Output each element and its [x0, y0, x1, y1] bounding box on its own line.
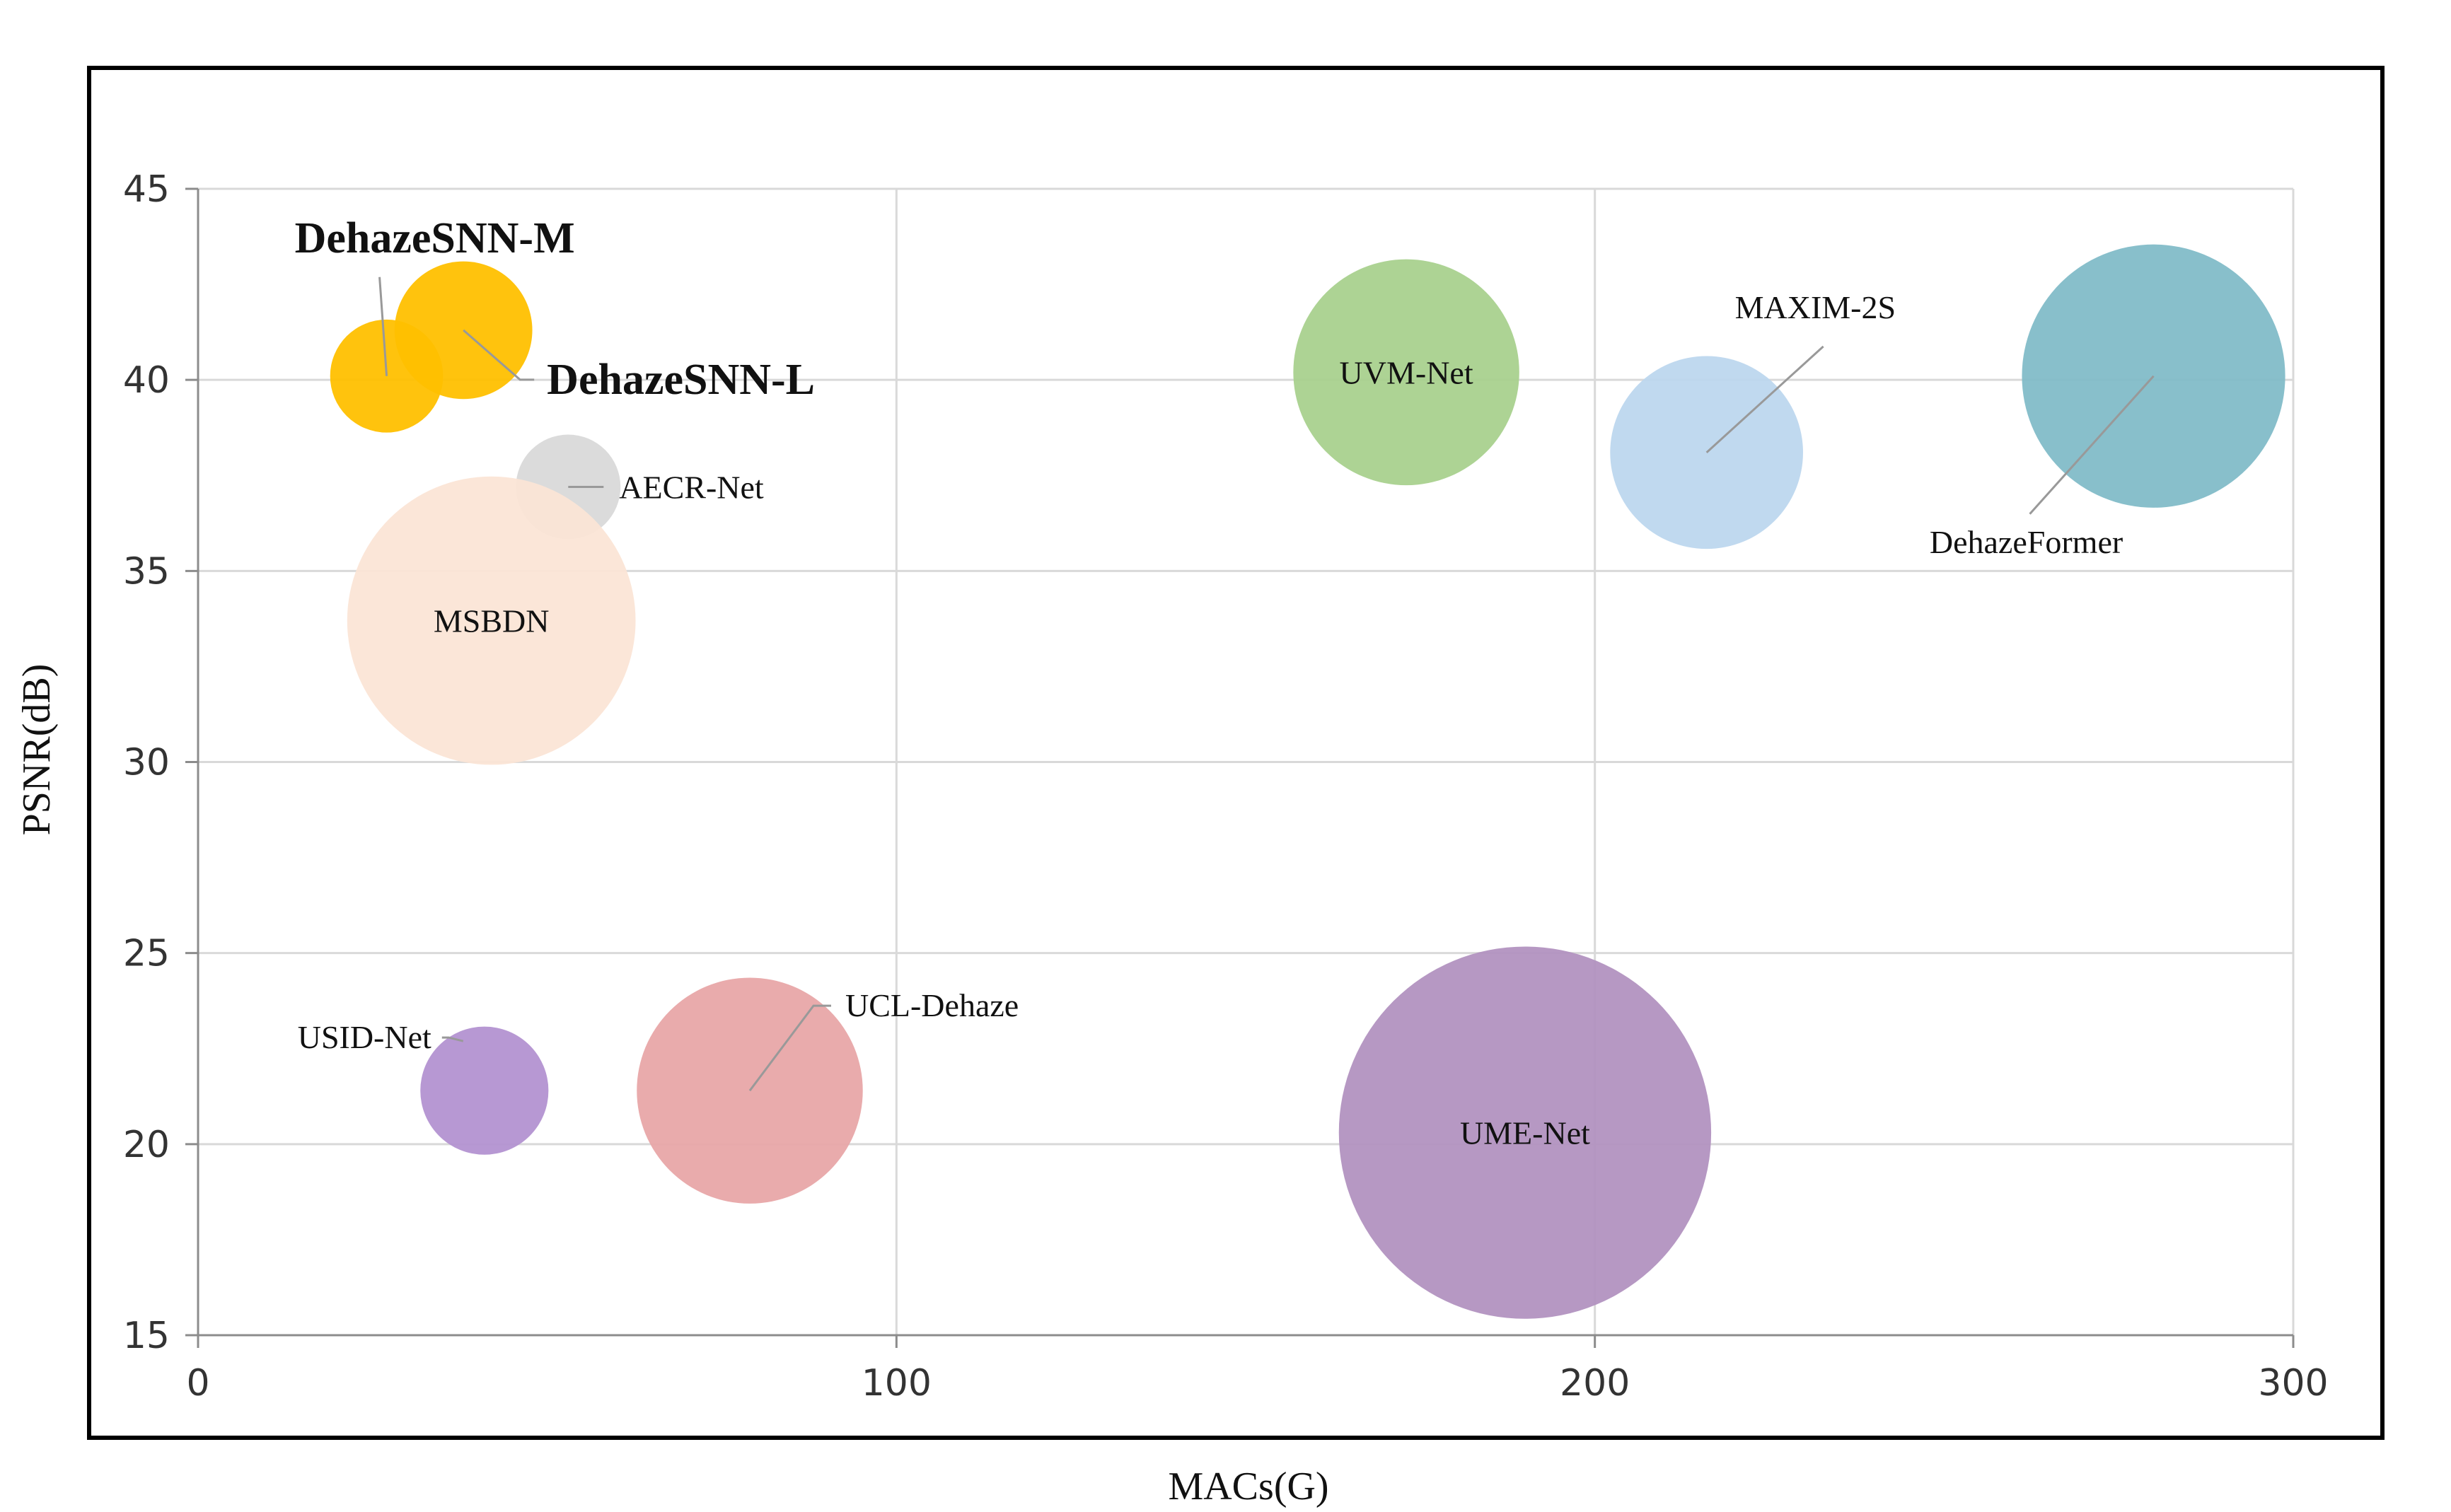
bubble-label-dehazesnn-m: DehazeSNN-M: [295, 214, 575, 262]
bubble-label-ume-net: UME-Net: [1460, 1115, 1590, 1151]
bubble-label-dehazeformer: DehazeFormer: [1930, 524, 2123, 560]
y-tick-label: 25: [123, 933, 170, 975]
bubble-labels: DehazeSNN-M DehazeSNN-L AECR-Net MSBDN USID-…: [295, 214, 2123, 1151]
bubble-usid-net: [420, 1026, 549, 1155]
x-axis-title: MACs(G): [1168, 1465, 1328, 1508]
bubble-label-aecr-net: AECR-Net: [619, 469, 764, 505]
bubble-label-maxim-2s: MAXIM-2S: [1735, 289, 1896, 325]
leader-line-ucl-dehaze: [748, 1004, 831, 1092]
x-tick-label: 200: [1560, 1362, 1630, 1405]
x-tick-label: 0: [186, 1362, 209, 1405]
y-tick-label: 40: [123, 359, 170, 402]
leader-line-dehazeformer: [2029, 375, 2155, 515]
y-tick-label: 20: [123, 1124, 170, 1166]
y-tick-label: 30: [123, 742, 170, 784]
bubble-label-usid-net: USID-Net: [298, 1019, 431, 1055]
x-tick-label: 300: [2258, 1362, 2328, 1405]
leader-line-maxim-2s: [1705, 345, 1824, 453]
y-tick-label: 15: [123, 1315, 170, 1357]
bubble-label-ucl-dehaze: UCL-Dehaze: [845, 987, 1019, 1023]
axes: 15 20 25 30 35 40 45 0 100 200 300: [123, 168, 2329, 1405]
y-tick-label: 35: [123, 550, 170, 593]
leader-line-dehazesnn-m: [378, 277, 388, 376]
leader-line-dehazesnn-l: [463, 329, 535, 381]
bubble-ucl-dehaze: [637, 977, 863, 1204]
bubble-msbdn: [347, 476, 636, 765]
bubbles: [330, 244, 2285, 1319]
bubble-label-uvm-net: UVM-Net: [1340, 354, 1473, 390]
bubble-label-dehazesnn-l: DehazeSNN-L: [547, 356, 815, 404]
y-tick-label: 45: [123, 168, 170, 211]
bubble-ume-net: [1338, 946, 1712, 1319]
chart-frame: [87, 66, 2385, 1440]
leader-line-usid-net: [441, 1036, 464, 1042]
leader-lines: [378, 277, 2155, 1092]
y-axis-title: PSNR(dB): [15, 664, 59, 836]
bubble-label-msbdn: MSBDN: [434, 603, 550, 639]
x-tick-label: 100: [862, 1362, 932, 1405]
bubble-uvm-net: [1293, 259, 1519, 486]
